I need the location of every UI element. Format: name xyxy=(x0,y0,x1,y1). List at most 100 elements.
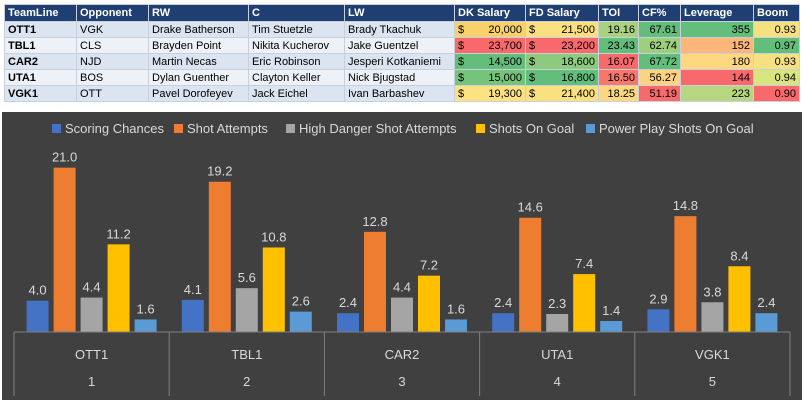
table-row[interactable]: UTA1 BOS Dylan Guenther Clayton Keller Nick … xyxy=(4,69,800,86)
cell-toi: 23.43 xyxy=(598,37,639,54)
table-row[interactable]: OTT1 VGK Drake Batherson Tim Stuetzle Brady … xyxy=(4,21,800,38)
chart-background xyxy=(2,112,802,400)
header-fd-salary[interactable]: FD Salary xyxy=(525,4,599,22)
data-label: 2.4 xyxy=(757,295,775,310)
legend-swatch xyxy=(476,124,485,133)
data-label: 19.2 xyxy=(207,164,232,179)
cell-fd-salary: $18,600 xyxy=(525,53,599,70)
data-label: 4.4 xyxy=(393,280,411,295)
bar xyxy=(26,300,49,332)
cell-leverage: 355 xyxy=(680,21,754,38)
cell-leverage: 223 xyxy=(680,85,754,102)
header-boom[interactable]: Boom xyxy=(753,4,800,22)
cell-leverage: 180 xyxy=(680,53,754,70)
bar xyxy=(80,297,103,332)
cell-fd-salary: $16,800 xyxy=(525,69,599,86)
header-toi[interactable]: TOI xyxy=(598,4,639,22)
shots-bar-chart: Scoring Chances Shot Attempts High Danger … xyxy=(2,112,802,400)
cell-lw: Brady Tkachuk xyxy=(344,21,455,38)
x-tick-number: 3 xyxy=(398,374,405,389)
bar xyxy=(647,309,670,332)
data-label: 2.9 xyxy=(649,291,667,306)
bar xyxy=(445,319,467,332)
x-tick-label: OTT1 xyxy=(75,347,108,362)
header-dk-salary[interactable]: DK Salary xyxy=(454,4,526,22)
cell-lw: Jesperi Kotkaniemi xyxy=(344,53,455,70)
data-label: 1.6 xyxy=(137,301,155,316)
salary-value: 21,500 xyxy=(561,23,595,36)
x-tick-number: 4 xyxy=(554,374,561,389)
table-header-row: TeamLine Opponent RW C LW DK Salary FD S… xyxy=(4,4,800,22)
x-tick-label: CAR2 xyxy=(385,347,420,362)
data-label: 1.4 xyxy=(602,303,620,318)
data-label: 2.4 xyxy=(339,295,357,310)
cell-boom: 0.93 xyxy=(753,21,800,38)
x-tick-label: VGK1 xyxy=(695,347,730,362)
header-rw[interactable]: RW xyxy=(148,4,249,22)
lines-table: TeamLine Opponent RW C LW DK Salary FD S… xyxy=(4,4,800,102)
legend-label: Shot Attempts xyxy=(187,121,268,136)
data-label: 1.6 xyxy=(447,301,465,316)
data-label: 4.4 xyxy=(83,280,101,295)
x-tick-label: TBL1 xyxy=(231,347,262,362)
cell-opponent: CLS xyxy=(76,37,149,54)
currency-symbol: $ xyxy=(458,23,465,36)
salary-value: 21,400 xyxy=(561,87,595,100)
header-teamline[interactable]: TeamLine xyxy=(4,4,77,22)
header-lw[interactable]: LW xyxy=(344,4,455,22)
bar xyxy=(728,266,751,332)
lines-table-container: TeamLine Opponent RW C LW DK Salary FD S… xyxy=(4,4,800,102)
cell-toi: 18.25 xyxy=(598,85,639,102)
header-leverage[interactable]: Leverage xyxy=(680,4,754,22)
currency-symbol: $ xyxy=(458,87,465,100)
legend-label: Scoring Chances xyxy=(65,121,164,136)
cell-dk-salary: $14,500 xyxy=(454,53,526,70)
legend-label: High Danger Shot Attempts xyxy=(299,121,457,136)
table-row[interactable]: VGK1 OTT Pavel Dorofeyev Jack Eichel Ivan Ba… xyxy=(4,85,800,102)
cell-cf-pct: 56.27 xyxy=(638,69,681,86)
data-label: 2.6 xyxy=(292,294,310,309)
data-label: 2.4 xyxy=(494,295,512,310)
header-cf-pct[interactable]: CF% xyxy=(638,4,681,22)
legend-label: Power Play Shots On Goal xyxy=(599,121,754,136)
cell-opponent: VGK xyxy=(76,21,149,38)
cell-toi: 19.16 xyxy=(598,21,639,38)
x-tick-number: 1 xyxy=(88,374,95,389)
table-row[interactable]: TBL1 CLS Brayden Point Nikita Kucherov Jake … xyxy=(4,37,800,54)
header-opponent[interactable]: Opponent xyxy=(76,4,149,22)
bar xyxy=(53,167,76,332)
cell-teamline: UTA1 xyxy=(4,69,77,86)
cell-fd-salary: $23,200 xyxy=(525,37,599,54)
cell-leverage: 144 xyxy=(680,69,754,86)
legend-swatch xyxy=(586,124,595,133)
bar xyxy=(519,217,542,332)
x-tick-label: UTA1 xyxy=(541,347,573,362)
legend-swatch xyxy=(52,124,61,133)
header-c[interactable]: C xyxy=(248,4,345,22)
cell-opponent: OTT xyxy=(76,85,149,102)
data-label: 14.6 xyxy=(518,200,543,215)
bar xyxy=(701,302,724,332)
table-body: OTT1 VGK Drake Batherson Tim Stuetzle Brady … xyxy=(4,21,800,102)
bar xyxy=(674,216,697,332)
data-label: 21.0 xyxy=(52,150,77,165)
cell-boom: 0.93 xyxy=(753,53,800,70)
bar xyxy=(546,314,569,332)
cell-dk-salary: $19,300 xyxy=(454,85,526,102)
data-label: 8.4 xyxy=(730,248,748,263)
bar xyxy=(391,297,413,332)
cell-lw: Jake Guentzel xyxy=(344,37,455,54)
legend-label: Shots On Goal xyxy=(489,121,574,136)
bar xyxy=(755,313,778,332)
cell-leverage: 152 xyxy=(680,37,754,54)
bar xyxy=(262,247,285,332)
bar xyxy=(235,288,258,332)
currency-symbol: $ xyxy=(529,71,536,84)
currency-symbol: $ xyxy=(458,71,465,84)
table-row[interactable]: CAR2 NJD Martin Necas Eric Robinson Jesperi … xyxy=(4,53,800,70)
bar xyxy=(107,244,130,332)
salary-value: 16,800 xyxy=(561,71,595,84)
data-label: 4.0 xyxy=(29,283,47,298)
cell-teamline: TBL1 xyxy=(4,37,77,54)
data-label: 11.2 xyxy=(106,226,130,241)
